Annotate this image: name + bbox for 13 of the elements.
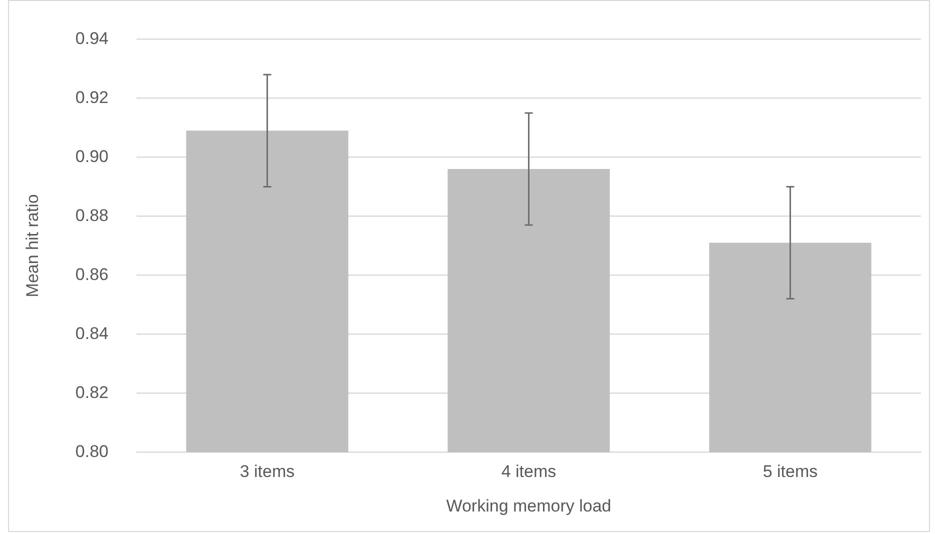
y-tick-label: 0.90: [75, 146, 108, 166]
y-tick-label: 0.92: [75, 88, 108, 107]
y-tick-label: 0.84: [75, 324, 108, 343]
x-tick-label: 5 items: [762, 462, 818, 482]
y-tick-label: 0.94: [75, 28, 108, 48]
x-axis-title: Working memory load: [446, 496, 612, 516]
y-axis-title: Mean hit ratio: [22, 194, 42, 298]
y-tick-label: 0.80: [75, 442, 108, 461]
y-tick-label: 0.82: [75, 382, 108, 402]
y-tick-label: 0.86: [75, 264, 108, 284]
y-tick-label: 0.88: [75, 206, 108, 225]
x-tick-label: 3 items: [240, 462, 295, 482]
x-tick-label: 4 items: [501, 462, 556, 482]
